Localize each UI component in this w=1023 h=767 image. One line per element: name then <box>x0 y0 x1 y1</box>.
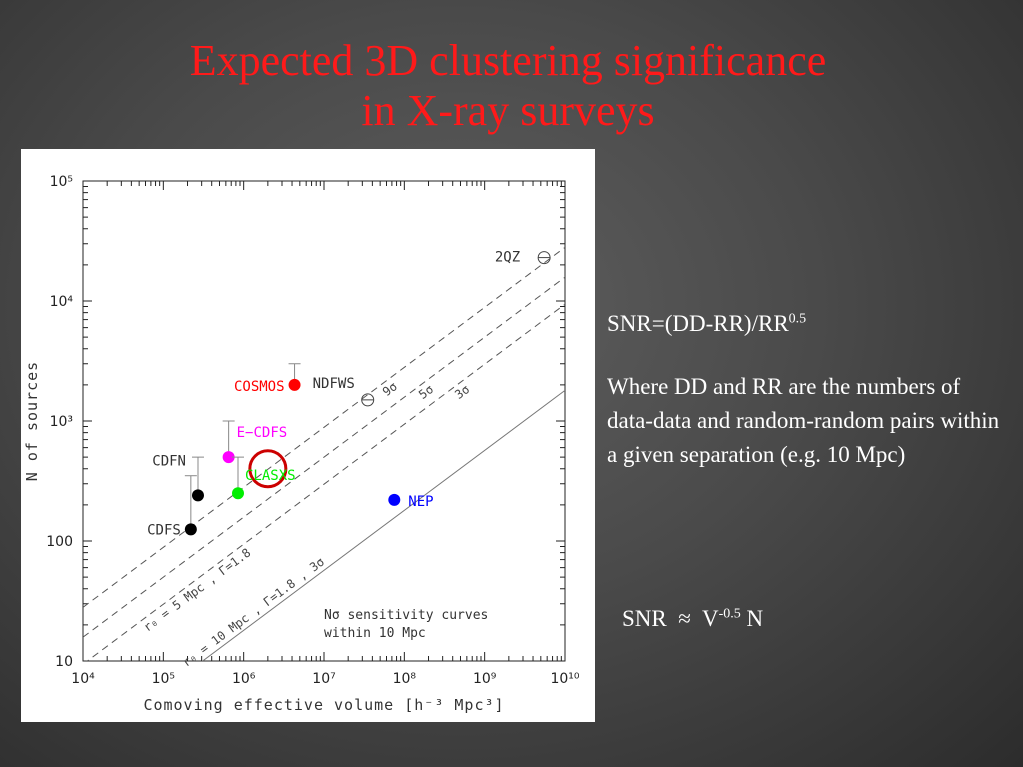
snr-formula: SNR=(DD-RR)/RR0.5 <box>607 311 806 337</box>
y-tick-label: 10⁵ <box>50 174 73 190</box>
snr-approx-exponent: -0.5 <box>718 606 741 622</box>
survey-point <box>184 523 197 536</box>
survey-label: 2QZ <box>495 250 520 266</box>
snr-formula-exponent: 0.5 <box>788 311 807 327</box>
x-tick-label: 10⁹ <box>473 671 497 687</box>
sensitivity-line <box>83 246 565 608</box>
survey-label: COSMOS <box>234 379 285 395</box>
sensitivity-line <box>83 276 565 638</box>
survey-point <box>388 493 401 506</box>
y-tick-label: 10³ <box>50 414 73 430</box>
x-tick-label: 10⁸ <box>393 671 417 687</box>
solid-line-label: r₀ = 10 Mpc , Γ=1.8 , 3σ <box>180 555 327 670</box>
sensitivity-lines <box>83 246 565 661</box>
x-tick-label: 10⁶ <box>232 671 256 687</box>
survey-point <box>222 451 235 464</box>
chart-labels: 10⁴ 10⁵ 10⁶ 10⁷ 10⁸ 10⁹ 10¹⁰ 10 100 10³ 10⁴ 10⁵ Como… <box>23 174 580 714</box>
snr-approx-prefix: SNR ≈ V <box>622 606 719 631</box>
sigma-label: 3σ <box>452 382 472 402</box>
highlight-circle <box>248 449 288 489</box>
x-tick-label: 10⁵ <box>152 671 175 687</box>
sigma-label: 9σ <box>380 379 400 399</box>
chart-panel: 10⁴ 10⁵ 10⁶ 10⁷ 10⁸ 10⁹ 10¹⁰ 10 100 10³ 10⁴ 10⁵ Como… <box>21 149 595 722</box>
axes-layer <box>82 180 566 662</box>
snr-description: Where DD and RR are the numbers of data-… <box>607 374 1000 467</box>
chart-svg: 10⁴ 10⁵ 10⁶ 10⁷ 10⁸ 10⁹ 10¹⁰ 10 100 10³ 10⁴ 10⁵ Como… <box>23 174 580 714</box>
sensitivity-line <box>201 389 565 661</box>
legend-line-1: Nσ sensitivity curves <box>324 608 488 623</box>
x-tick-label: 10⁴ <box>71 671 95 687</box>
sigma-label: 5σ <box>416 382 436 402</box>
survey-label: CDFN <box>152 453 186 469</box>
survey-label: CLASXS <box>245 468 296 484</box>
survey-point <box>288 378 301 391</box>
snr-approximation: SNR ≈ V-0.5 N <box>622 606 763 632</box>
title-line-1: Expected 3D clustering significance <box>189 36 827 85</box>
survey-label: CDFS <box>147 522 181 538</box>
y-tick-label: 100 <box>46 534 73 550</box>
slide-title: Expected 3D clustering significance in X… <box>0 36 1016 136</box>
x-axis-label: Comoving effective volume [h⁻³ Mpc³] <box>143 696 504 714</box>
x-tick-label: 10⁷ <box>312 671 335 687</box>
y-axis-label: N of sources <box>23 361 41 481</box>
survey-point <box>231 487 244 500</box>
y-tick-label: 10⁴ <box>50 294 74 310</box>
survey-label: E−CDFS <box>237 425 288 441</box>
title-line-2: in X-ray surveys <box>361 86 655 135</box>
plot-frame <box>82 180 566 662</box>
survey-points <box>184 251 551 536</box>
legend-line-2: within 10 Mpc <box>324 626 426 641</box>
y-tick-label: 10 <box>55 654 73 670</box>
survey-label: NEP <box>408 494 433 510</box>
sensitivity-line <box>86 303 565 661</box>
survey-label: NDFWS <box>313 376 355 392</box>
x-tick-label: 10¹⁰ <box>550 671 579 687</box>
snr-approx-suffix: N <box>740 606 764 631</box>
survey-point <box>191 489 204 502</box>
snr-formula-base: SNR=(DD-RR)/RR <box>607 311 789 336</box>
